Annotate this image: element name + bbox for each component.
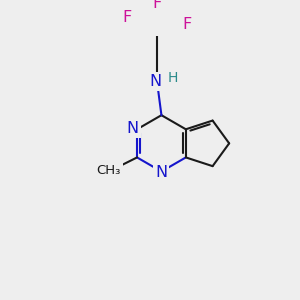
Text: H: H	[168, 71, 178, 85]
Text: F: F	[152, 0, 162, 11]
Text: CH₃: CH₃	[97, 164, 121, 177]
Text: F: F	[122, 10, 132, 25]
Text: N: N	[149, 74, 161, 89]
Text: F: F	[182, 17, 192, 32]
Text: N: N	[155, 165, 167, 180]
Text: N: N	[127, 121, 139, 136]
